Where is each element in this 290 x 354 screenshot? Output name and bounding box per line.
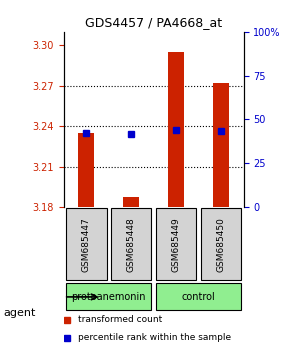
Text: GSM685450: GSM685450 bbox=[217, 217, 226, 272]
Text: control: control bbox=[182, 292, 215, 302]
Bar bbox=[213, 83, 229, 207]
FancyBboxPatch shape bbox=[201, 209, 241, 280]
Text: transformed count: transformed count bbox=[78, 315, 162, 324]
FancyBboxPatch shape bbox=[156, 284, 241, 310]
FancyBboxPatch shape bbox=[111, 209, 151, 280]
Text: protoanemonin: protoanemonin bbox=[72, 292, 146, 302]
Text: GSM685449: GSM685449 bbox=[172, 217, 181, 272]
Bar bbox=[78, 133, 94, 207]
FancyBboxPatch shape bbox=[66, 209, 106, 280]
Text: GSM685447: GSM685447 bbox=[82, 217, 91, 272]
Bar bbox=[123, 198, 139, 207]
Text: agent: agent bbox=[3, 308, 35, 318]
Text: GSM685448: GSM685448 bbox=[127, 217, 136, 272]
Text: percentile rank within the sample: percentile rank within the sample bbox=[78, 333, 231, 342]
FancyBboxPatch shape bbox=[66, 284, 151, 310]
Bar bbox=[168, 52, 184, 207]
Title: GDS4457 / PA4668_at: GDS4457 / PA4668_at bbox=[85, 16, 222, 29]
FancyBboxPatch shape bbox=[156, 209, 196, 280]
